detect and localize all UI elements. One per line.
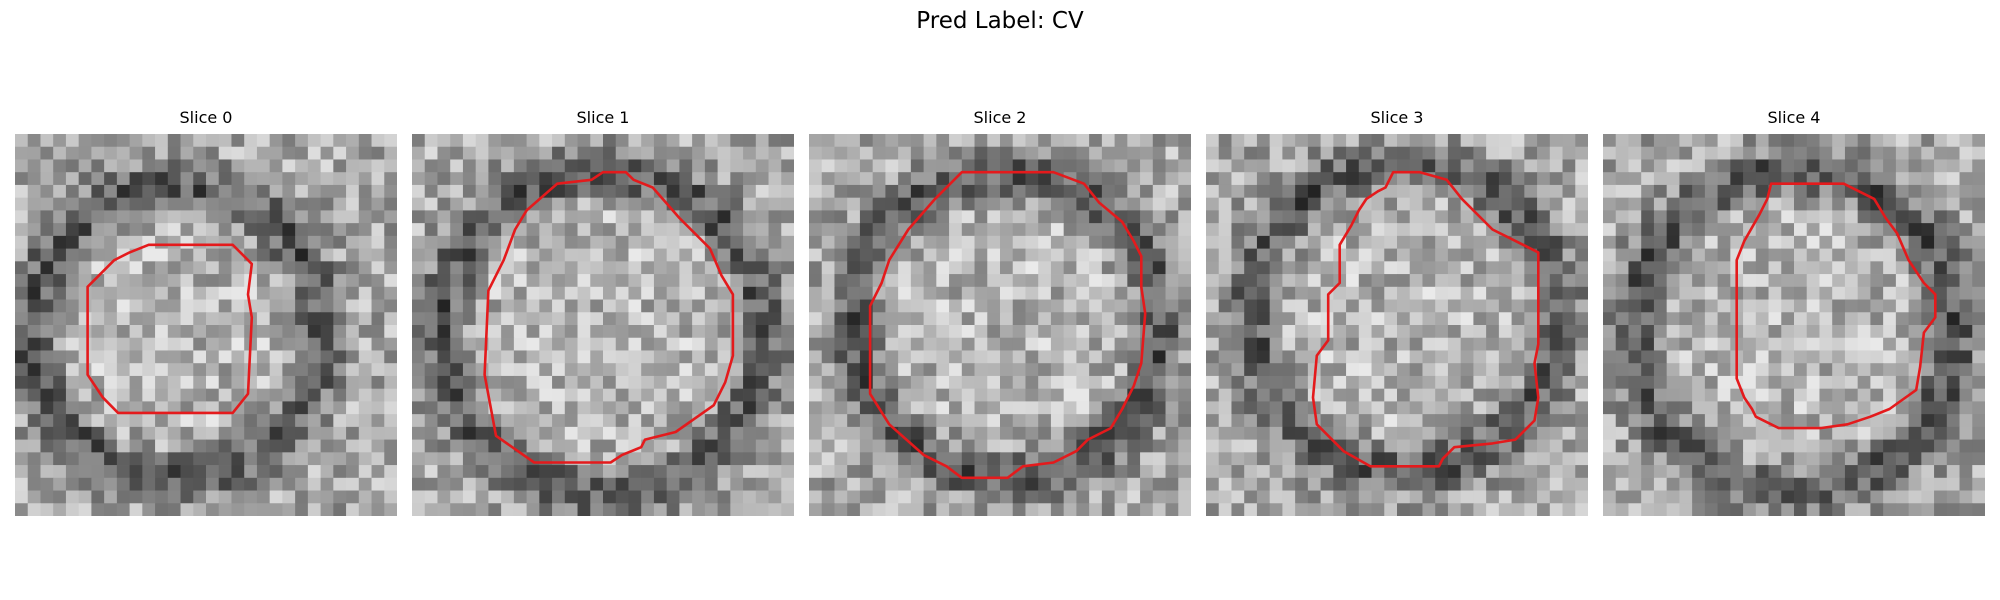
- panel-title: Slice 2: [973, 108, 1027, 127]
- pixel-grid: [809, 134, 1191, 516]
- slice-image-1: [412, 134, 794, 516]
- slice-image-2: [809, 134, 1191, 516]
- segmentation-contour: [483, 170, 735, 464]
- panel-title: Slice 1: [576, 108, 630, 127]
- panel-title: Slice 4: [1767, 108, 1821, 127]
- panel-title: Slice 3: [1370, 108, 1424, 127]
- segmentation-contour: [1735, 182, 1937, 430]
- figure-title: Pred Label: CV: [916, 8, 1084, 34]
- slice-image-0: [15, 134, 397, 516]
- slice-image-3: [1206, 134, 1588, 516]
- slice-image-4: [1603, 134, 1985, 516]
- segmentation-contour: [1311, 170, 1540, 468]
- segmentation-contour: [868, 170, 1147, 480]
- pixel-grid: [15, 134, 397, 516]
- segmentation-contour: [86, 243, 254, 415]
- pixel-grid: [412, 134, 794, 516]
- pixel-grid: [1206, 134, 1588, 516]
- pixel-grid: [1603, 134, 1985, 516]
- panel-title: Slice 0: [179, 108, 233, 127]
